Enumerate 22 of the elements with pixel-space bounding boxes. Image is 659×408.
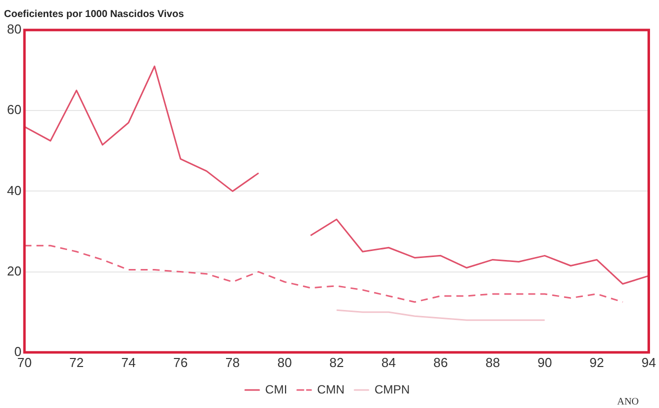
x-axis-title: ANO (617, 396, 639, 408)
x-tick-label: 94 (642, 354, 656, 370)
y-tick-label: 20 (6, 263, 22, 278)
x-tick-label: 82 (329, 354, 344, 370)
legend-label: CMPN (374, 382, 410, 396)
y-tick-label: 80 (6, 22, 22, 37)
x-tick-label: 90 (537, 354, 552, 370)
y-tick-label: 40 (6, 182, 22, 198)
x-tick-label: 74 (121, 354, 136, 370)
x-tick-label: 92 (590, 354, 604, 370)
legend-label: CMI (265, 382, 288, 396)
legend-label: CMN (317, 382, 344, 396)
chart-title: Coeficientes por 1000 Nascidos Vivos (4, 8, 184, 20)
x-tick-label: 80 (277, 354, 292, 370)
x-tick-label: 86 (433, 354, 448, 370)
x-tick-label: 76 (173, 354, 188, 370)
y-tick-label: 60 (6, 102, 22, 118)
x-tick-label: 78 (225, 354, 240, 370)
x-tick-label: 72 (69, 354, 84, 370)
x-tick-label: 84 (381, 354, 396, 370)
line-series (24, 244, 624, 303)
x-tick-label: 88 (485, 354, 500, 370)
